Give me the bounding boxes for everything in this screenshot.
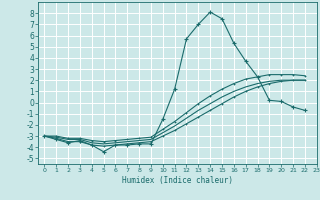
X-axis label: Humidex (Indice chaleur): Humidex (Indice chaleur): [122, 176, 233, 185]
